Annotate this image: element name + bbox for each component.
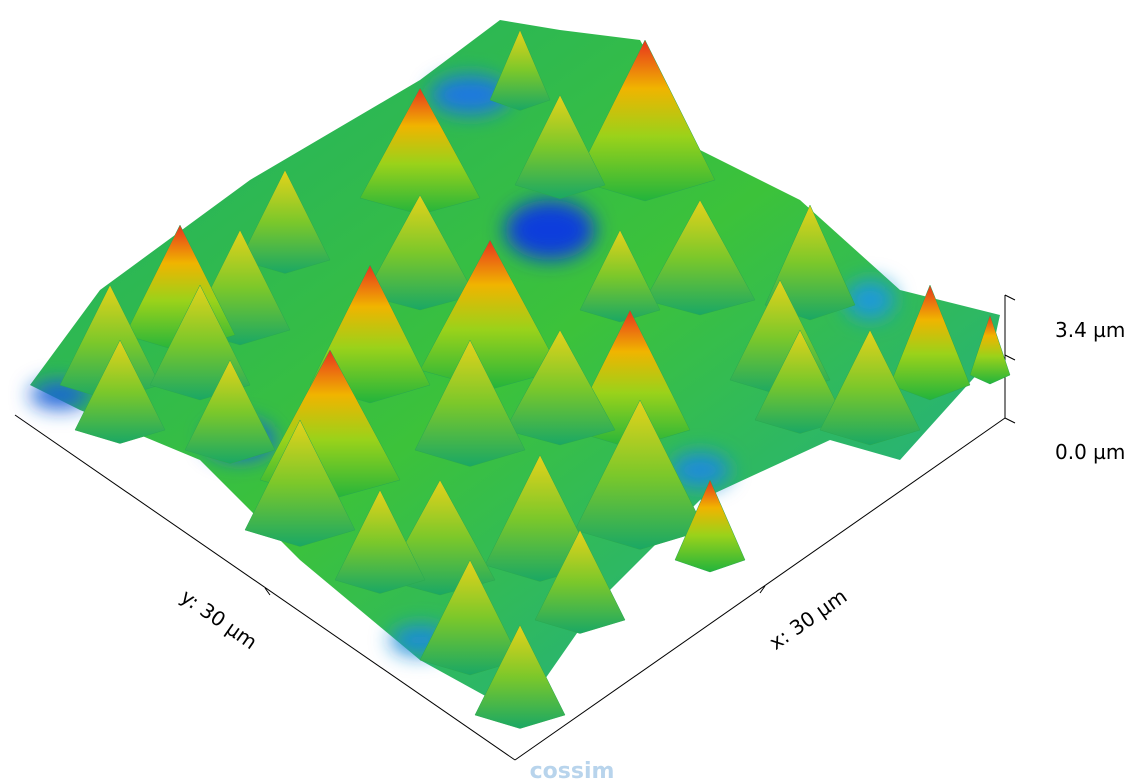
surface-peak xyxy=(504,329,616,446)
surface-peak xyxy=(579,229,661,323)
y-axis-label: y: 30 µm xyxy=(176,584,261,654)
y-axis-tick xyxy=(264,587,271,596)
surface-peak xyxy=(764,204,856,321)
surface-peak xyxy=(574,39,716,202)
surface-peak xyxy=(644,199,756,316)
surface-peak xyxy=(484,454,596,582)
x-axis xyxy=(514,417,1006,761)
surface-peak xyxy=(489,29,551,111)
surface-peak xyxy=(674,479,746,573)
surface-peak xyxy=(819,329,921,446)
x-axis-label: x: 30 µm xyxy=(765,584,852,655)
surface-peak xyxy=(419,559,521,676)
surface-peak xyxy=(334,489,426,594)
watermark: cossim xyxy=(530,759,615,781)
z-tick-label: 3.4 µm xyxy=(1055,318,1125,342)
x-axis-tick xyxy=(759,585,766,594)
surface-peak xyxy=(534,529,626,634)
z-axis-tick xyxy=(1004,354,1016,361)
surface-peak xyxy=(889,284,971,401)
surface-peak xyxy=(414,339,526,467)
surface-peak xyxy=(969,314,1011,385)
surface-peak xyxy=(244,419,356,547)
z-axis-tick xyxy=(1004,294,1016,301)
surface-peak xyxy=(239,169,331,274)
surface-peak xyxy=(74,339,166,444)
z-axis-tick xyxy=(1004,417,1016,424)
z-tick-label: 0.0 µm xyxy=(1055,440,1125,464)
surface-peak xyxy=(474,624,566,729)
surface-peak xyxy=(754,329,846,434)
surface-peak xyxy=(514,94,606,199)
surface-peak xyxy=(184,359,276,464)
y-axis xyxy=(14,414,516,761)
surface-peak xyxy=(364,194,476,311)
surface-peak xyxy=(574,399,706,550)
peaks xyxy=(59,29,1011,729)
